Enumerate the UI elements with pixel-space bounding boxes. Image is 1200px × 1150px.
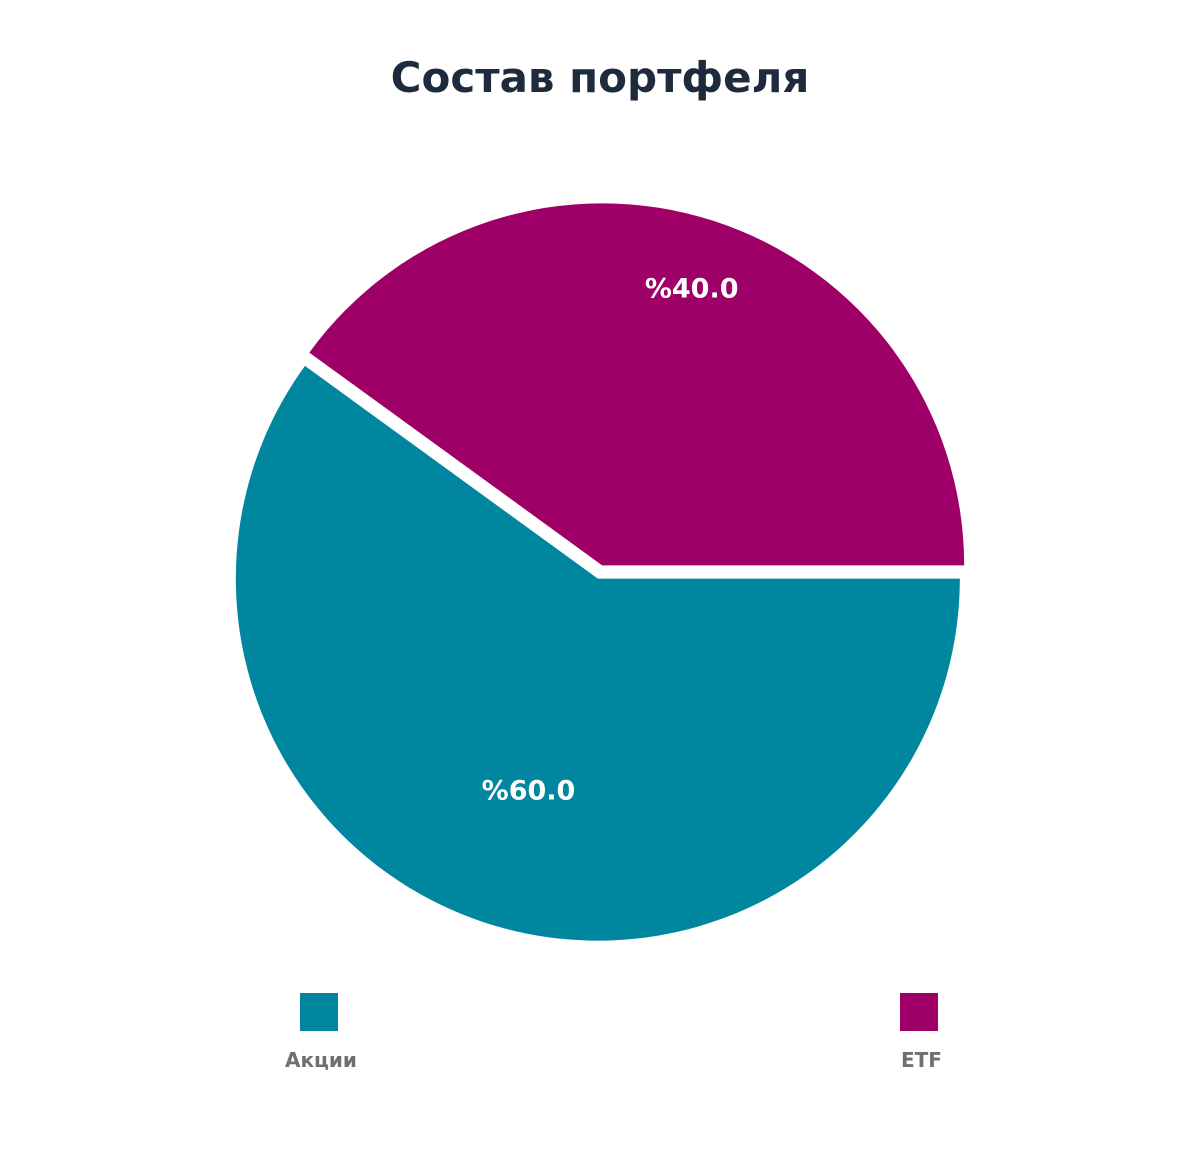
pie-slice-etf[interactable]	[309, 203, 965, 566]
pie-slices	[235, 203, 965, 941]
pie-slice-akcii[interactable]	[235, 365, 960, 941]
legend-swatch-akcii	[300, 993, 338, 1031]
legend-label-etf: ETF	[901, 1048, 942, 1072]
chart-title: Состав портфеля	[390, 53, 810, 102]
slice-label-akcii: %60.0	[482, 776, 576, 807]
legend-label-akcii: Акции	[285, 1048, 357, 1072]
slice-label-etf: %40.0	[645, 273, 739, 304]
pie-slice-labels: %60.0 %40.0	[482, 273, 739, 806]
legend-swatch-etf	[900, 993, 938, 1031]
